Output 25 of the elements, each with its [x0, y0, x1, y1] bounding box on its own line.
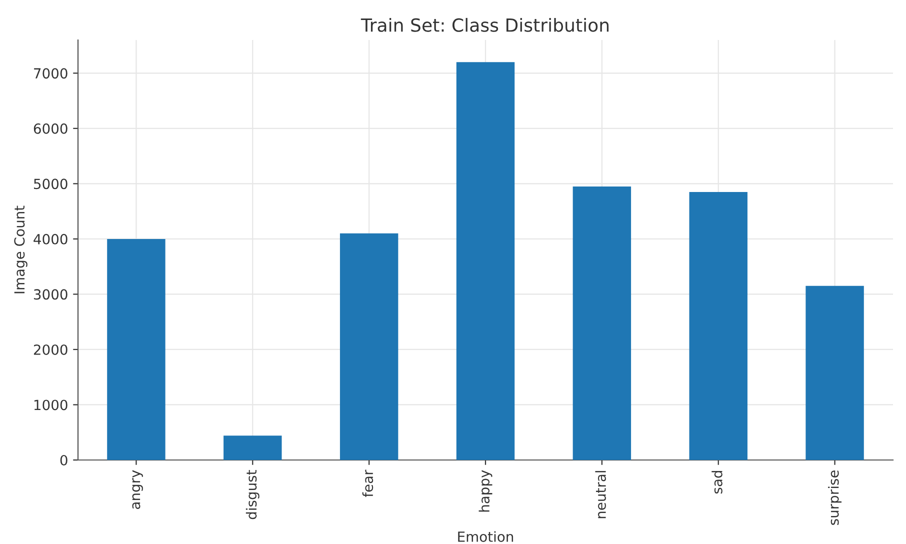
y-tick-label: 3000: [34, 289, 68, 300]
chart-title: Train Set: Class Distribution: [360, 18, 609, 32]
bar: [107, 238, 166, 460]
y-tick-label: 4000: [34, 234, 68, 244]
bar: [572, 186, 632, 460]
x-axis-title: Emotion: [458, 531, 514, 542]
y-tick-label: 1000: [34, 400, 68, 410]
y-tick-label: 6000: [34, 123, 68, 134]
bar: [456, 62, 515, 460]
x-tick-label: neutral: [595, 471, 606, 518]
x-tick-label: happy: [478, 470, 492, 512]
y-tick-label: 7000: [34, 68, 68, 79]
x-tick-label: disgust: [246, 470, 260, 520]
y-tick-label: 0: [60, 454, 68, 466]
bar: [806, 286, 864, 460]
x-tick-label: fear: [362, 470, 374, 498]
y-axis-title: Image Count: [14, 206, 28, 294]
y-tick-label: 5000: [34, 178, 68, 190]
y-tick-label: 2000: [34, 344, 68, 355]
bar: [224, 436, 282, 460]
x-tick-label: sad: [712, 470, 722, 494]
bar: [689, 192, 748, 460]
x-tick-label: angry: [132, 470, 143, 509]
bar: [340, 233, 398, 460]
x-tick-label: surprise: [828, 470, 842, 525]
